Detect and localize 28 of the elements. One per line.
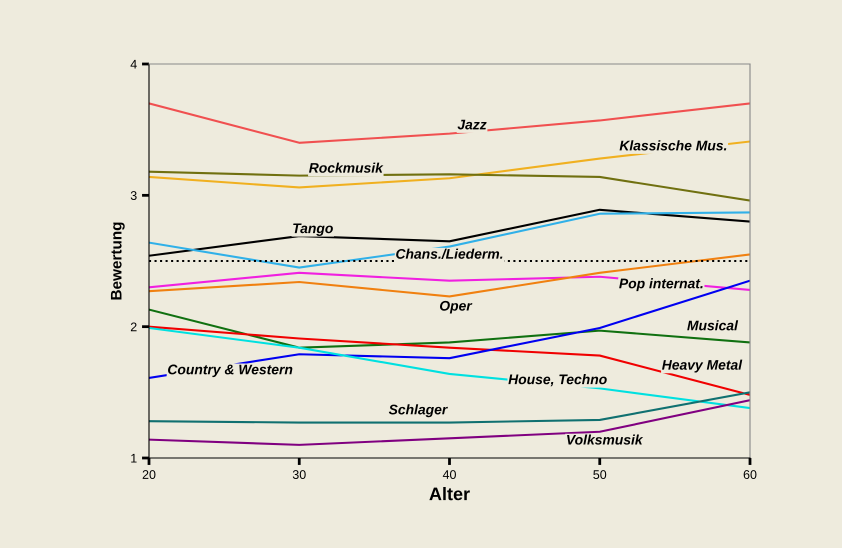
series-label: Oper	[440, 300, 472, 314]
series-label: Jazz	[458, 120, 487, 130]
y-tick-label: 3	[130, 191, 137, 200]
line-series	[149, 399, 750, 446]
x-tick-label: 60	[744, 470, 756, 479]
series-label: Tango	[293, 224, 333, 236]
series-label: Klassische Mus.	[620, 140, 726, 150]
y-tick-label: 1	[131, 454, 137, 463]
series-label: Country & Western	[168, 364, 292, 378]
x-axis-title: Alter	[429, 487, 470, 500]
series-label: Volksmusik	[567, 434, 644, 445]
series-label: Rockmusik	[309, 162, 384, 173]
line-series	[149, 391, 750, 424]
series-label: Heavy Metal	[662, 360, 742, 373]
series-label: Musical	[687, 320, 738, 330]
series-label: Pop internat.	[619, 278, 703, 292]
x-tick-label: 20	[142, 470, 156, 479]
y-tick-label: 2	[130, 322, 137, 332]
series-label: House, Techno	[508, 374, 607, 386]
y-axis-title: Bewertung	[110, 222, 125, 300]
x-tick-label: 40	[442, 470, 456, 479]
y-tick-label: 4	[130, 60, 137, 69]
line-series	[149, 211, 750, 269]
series-label: Schlager	[388, 404, 448, 418]
x-tick-label: 50	[593, 470, 606, 479]
x-tick-label: 30	[292, 470, 306, 479]
line-series	[149, 140, 750, 188]
series-label: Chans./Liederm.	[396, 248, 502, 259]
